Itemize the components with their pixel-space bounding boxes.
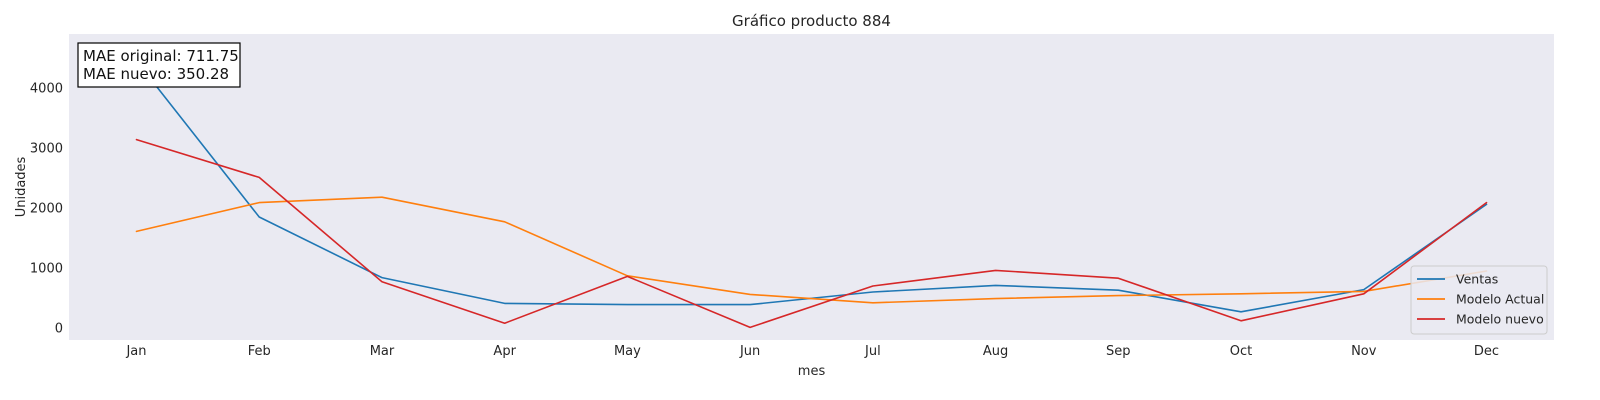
- y-tick-label-3000: 3000: [30, 142, 63, 157]
- x-tick-label-aug: Aug: [983, 344, 1008, 359]
- x-tick-label-jul: Jul: [864, 344, 881, 359]
- legend-label-modelo-actual: Modelo Actual: [1456, 292, 1544, 307]
- mae-original-text: MAE original: 711.75: [83, 47, 239, 65]
- x-tick-label-oct: Oct: [1230, 344, 1252, 359]
- series-line-modelo-nuevo: [135, 138, 1488, 329]
- y-tick-labels: 0 1000 2000 3000 4000: [30, 82, 63, 337]
- x-tick-label-apr: Apr: [493, 344, 516, 359]
- x-tick-label-sep: Sep: [1106, 344, 1131, 359]
- legend-label-ventas: Ventas: [1456, 272, 1498, 287]
- y-tick-label-1000: 1000: [30, 262, 63, 277]
- y-tick-label-2000: 2000: [30, 202, 63, 217]
- y-axis-label: Unidades: [14, 156, 29, 217]
- mae-annotation: MAE original: 711.75 MAE nuevo: 350.28: [77, 42, 241, 88]
- x-tick-label-may: May: [614, 344, 641, 359]
- x-tick-label-jun: Jun: [739, 344, 760, 359]
- chart-title: Gráfico producto 884: [732, 12, 891, 30]
- series-layer: [135, 60, 1488, 329]
- x-tick-label-mar: Mar: [370, 344, 395, 359]
- mae-nuevo-text: MAE nuevo: 350.28: [83, 65, 229, 83]
- x-axis-label: mes: [798, 364, 826, 379]
- y-tick-label-4000: 4000: [30, 82, 63, 97]
- legend-label-modelo-nuevo: Modelo nuevo: [1456, 312, 1544, 327]
- legend-entries: Ventas Modelo Actual Modelo nuevo: [1417, 272, 1544, 327]
- mae-annotation-frame: [77, 42, 241, 88]
- x-tick-label-feb: Feb: [248, 344, 271, 359]
- x-tick-label-dec: Dec: [1474, 344, 1499, 359]
- plot-area: [69, 34, 1554, 340]
- x-tick-label-nov: Nov: [1351, 344, 1377, 359]
- series-line-modelo-actual: [135, 196, 1488, 304]
- legend-frame: [1410, 265, 1548, 335]
- y-tick-label-0: 0: [55, 322, 63, 337]
- x-tick-label-jan: Jan: [125, 344, 146, 359]
- x-tick-labels: Jan Feb Mar Apr May Jun Jul Aug Sep Oct Nov Dec: [125, 344, 1499, 359]
- legend: Ventas Modelo Actual Modelo nuevo: [1410, 265, 1548, 335]
